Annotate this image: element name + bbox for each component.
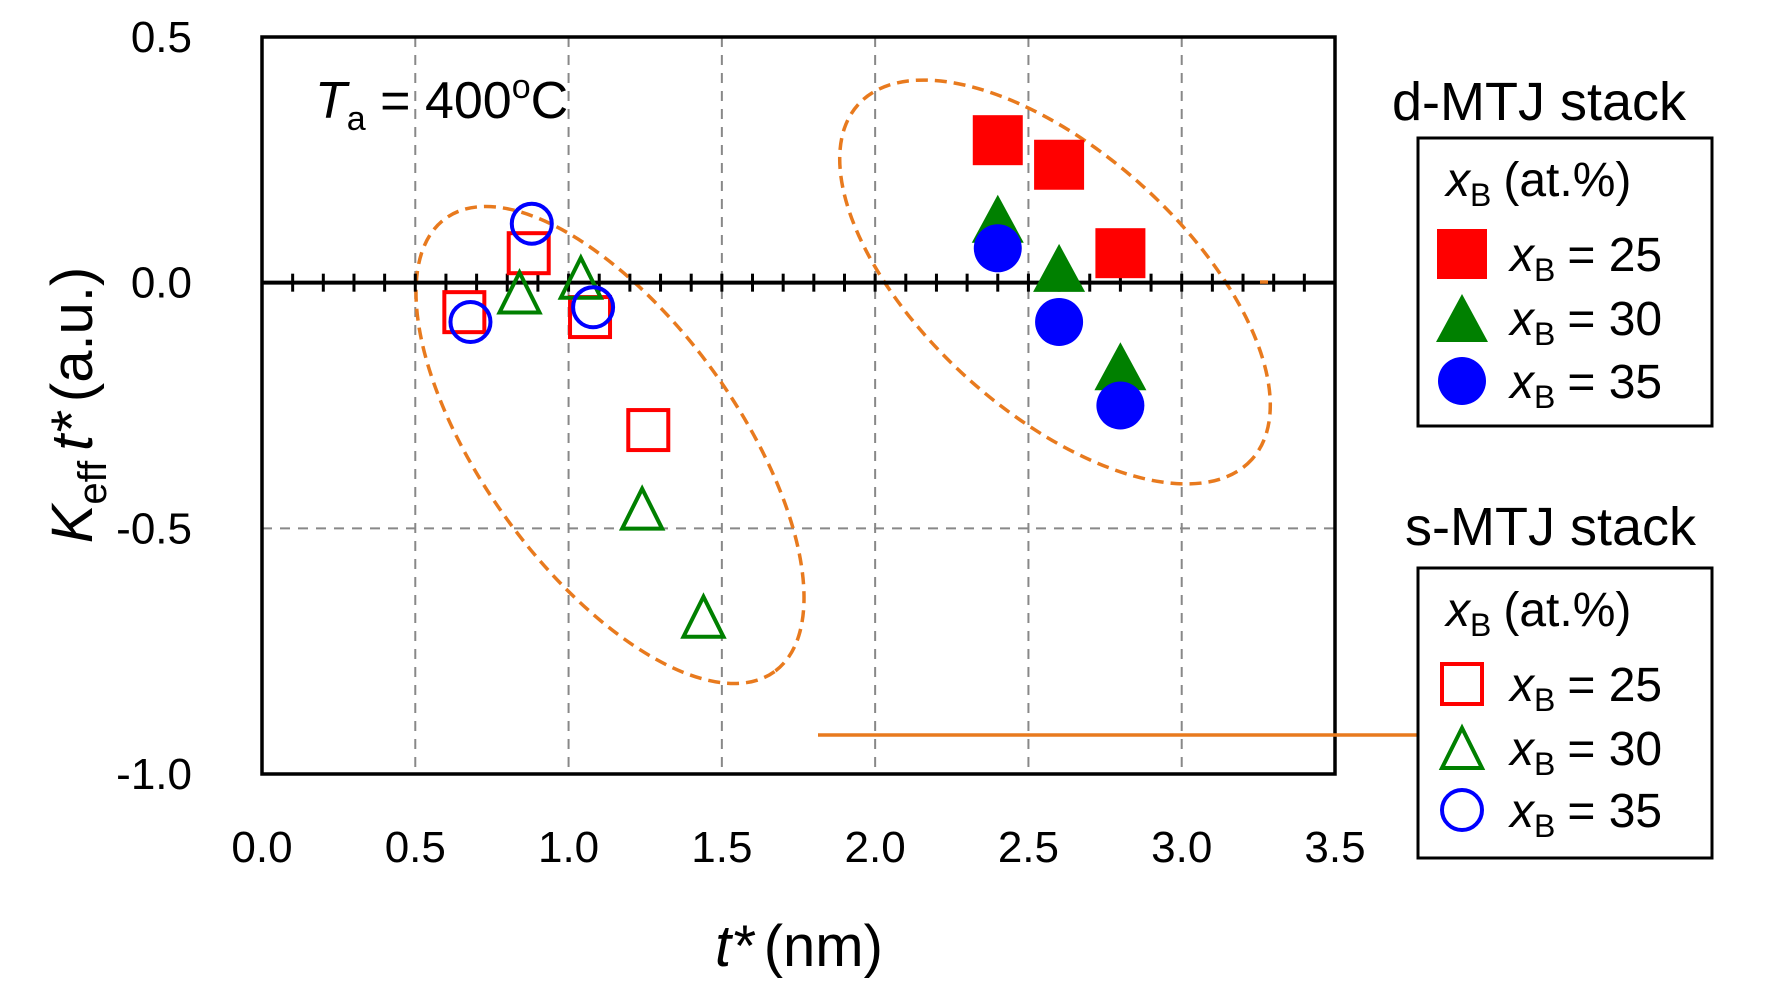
legend-entry-label: xB = 30: [1508, 293, 1662, 352]
annealing-temperature-label: Ta = 400oC: [315, 68, 568, 138]
x-tick-label: 0.0: [231, 823, 292, 872]
legend-s-mtj-heading: s-MTJ stack: [1405, 497, 1697, 557]
x-tick-label: 3.5: [1304, 823, 1365, 872]
legend-marker-square: [1437, 229, 1487, 279]
data-point-square: [972, 115, 1023, 166]
x-tick-label: 0.5: [385, 823, 446, 872]
data-point-triangle: [1094, 342, 1147, 391]
data-point-circle: [1096, 381, 1145, 430]
x-axis-title: t* (nm): [715, 914, 883, 979]
data-point-circle: [448, 299, 493, 344]
legend-d-mtj-heading: d-MTJ stack: [1392, 72, 1687, 132]
legend-marker-square: [1440, 662, 1484, 706]
x-tick-label: 1.5: [691, 823, 752, 872]
y-tick-label: 0.5: [131, 13, 192, 62]
grid: [262, 37, 1335, 774]
data-point-square: [506, 231, 551, 276]
x-tick-labels: 0.0 0.5 1.0 1.5 2.0 2.5 3.0 3.5: [231, 823, 1365, 872]
data-point-triangle: [496, 268, 543, 315]
data-point-square: [442, 290, 487, 335]
legend-entry-label: xB = 30: [1508, 723, 1662, 782]
x-tick-label: 2.0: [845, 823, 906, 872]
legend-entry-label: xB = 35: [1508, 356, 1662, 415]
legend-entry-label: xB = 35: [1508, 785, 1662, 844]
y-tick-label: -0.5: [116, 504, 192, 553]
data-point-circle: [1035, 297, 1084, 346]
legend-d-mtj-xb-title: xB (at.%): [1444, 154, 1631, 213]
data-point-triangle: [618, 484, 666, 531]
legend-s-mtj-xb-title: xB (at.%): [1444, 584, 1631, 643]
plot-frame: [260, 35, 1337, 776]
y-axis-title: Kefft*(a.u.): [40, 267, 115, 544]
x-tick-label: 3.0: [1151, 823, 1212, 872]
data-point-square: [1034, 139, 1085, 190]
legend-entry-label: xB = 25: [1508, 659, 1662, 718]
legend-marker-circle: [1440, 788, 1484, 832]
data-point-triangle: [1033, 243, 1086, 292]
legend-marker-triangle: [1436, 294, 1488, 342]
x-tick-label: 1.0: [538, 823, 599, 872]
data-point-circle: [571, 285, 616, 330]
s-mtj-ellipse: [414, 204, 806, 686]
y-tick-labels: -1.0 -0.5 0.0 0.5: [116, 13, 192, 799]
d-mtj-ellipse: [837, 78, 1273, 486]
data-point-circle: [973, 224, 1022, 273]
y-tick-label: -1.0: [116, 750, 192, 799]
legend-marker-circle: [1438, 357, 1486, 405]
data-point-circle: [509, 201, 554, 246]
legend-entry-label: xB = 25: [1508, 229, 1662, 288]
legend-s-mtj-box: [1416, 566, 1714, 860]
data-point-square: [626, 408, 671, 453]
data-markers: [442, 115, 1147, 639]
y-tick-label: 0.0: [131, 259, 192, 308]
zero-axis: [262, 273, 1335, 292]
x-tick-label: 2.5: [998, 823, 1059, 872]
data-point-triangle: [680, 592, 727, 639]
legend-marker-triangle: [1438, 723, 1486, 770]
data-point-triangle: [557, 253, 605, 300]
data-point-square: [1095, 228, 1146, 279]
group-ellipses: [414, 78, 1273, 686]
